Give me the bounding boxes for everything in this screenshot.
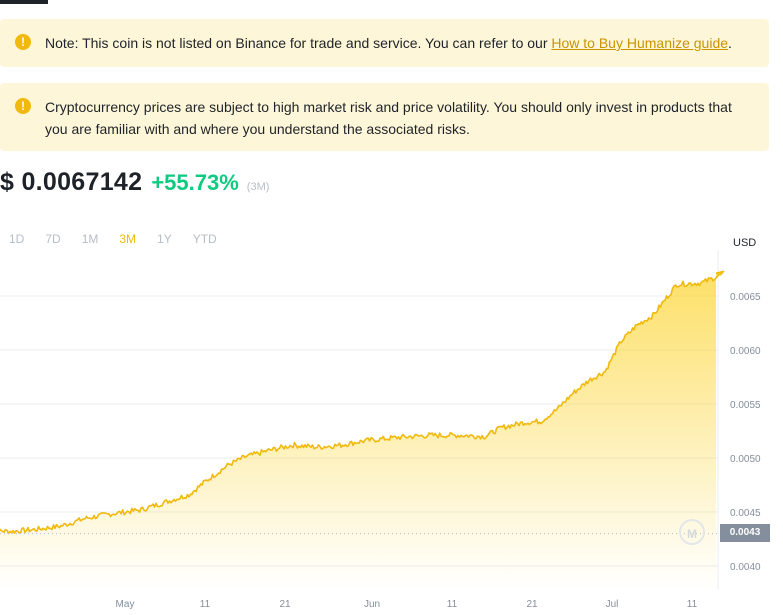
risk-notice-text: Cryptocurrency prices are subject to hig… bbox=[45, 99, 732, 137]
coinmarketcap-watermark-icon: M bbox=[679, 519, 705, 545]
y-tick-label: 0.0045 bbox=[730, 508, 761, 519]
range-1y[interactable]: 1Y bbox=[157, 232, 172, 246]
how-to-buy-guide-link[interactable]: How to Buy Humanize guide bbox=[551, 35, 729, 51]
price-line bbox=[0, 270, 725, 535]
price-change: +55.73% bbox=[151, 170, 239, 195]
price-chart[interactable]: 0.0065 0.0060 0.0055 0.0050 0.0045 0.0040 May 1… bbox=[0, 250, 783, 615]
active-tab-indicator bbox=[0, 0, 48, 4]
current-price: $ 0.0067142 bbox=[0, 168, 143, 196]
y-tick-label: 0.0065 bbox=[730, 292, 761, 303]
warning-icon: ! bbox=[15, 34, 31, 50]
range-ytd[interactable]: YTD bbox=[192, 232, 217, 246]
change-period: (3M) bbox=[246, 181, 270, 193]
price-summary: $ 0.0067142 +55.73% (3M) bbox=[0, 168, 269, 204]
listing-notice-text: Note: This coin is not listed on Binance… bbox=[45, 35, 552, 51]
risk-notice: ! Cryptocurrency prices are subject to h… bbox=[0, 83, 769, 151]
warning-icon: ! bbox=[15, 98, 31, 114]
listing-notice-suffix: . bbox=[728, 35, 732, 51]
x-tick-label: Jun bbox=[364, 599, 380, 610]
x-tick-label: 11 bbox=[200, 599, 211, 610]
x-tick-label: 11 bbox=[447, 599, 458, 610]
x-tick-label: 11 bbox=[687, 599, 698, 610]
y-tick-label: 0.0055 bbox=[730, 400, 761, 411]
range-7d[interactable]: 7D bbox=[45, 232, 61, 246]
x-tick-label: May bbox=[116, 599, 135, 610]
chart-unit: USD bbox=[733, 237, 757, 249]
y-tick-label: 0.0040 bbox=[730, 562, 761, 573]
y-tick-label: 0.0060 bbox=[730, 346, 761, 357]
x-tick-label: 21 bbox=[279, 599, 291, 610]
price-area bbox=[0, 271, 724, 590]
x-tick-label: Jul bbox=[606, 599, 619, 610]
range-1d[interactable]: 1D bbox=[9, 232, 25, 246]
range-1m[interactable]: 1M bbox=[81, 232, 99, 246]
x-tick-label: 21 bbox=[526, 599, 538, 610]
time-range-selector: 1D 7D 1M 3M 1Y YTD bbox=[9, 232, 238, 246]
listing-notice: ! Note: This coin is not listed on Binan… bbox=[0, 19, 769, 67]
y-tick-label: 0.0050 bbox=[730, 454, 761, 465]
current-price-tag: 0.0043 bbox=[720, 524, 770, 542]
range-3m[interactable]: 3M bbox=[119, 232, 137, 246]
